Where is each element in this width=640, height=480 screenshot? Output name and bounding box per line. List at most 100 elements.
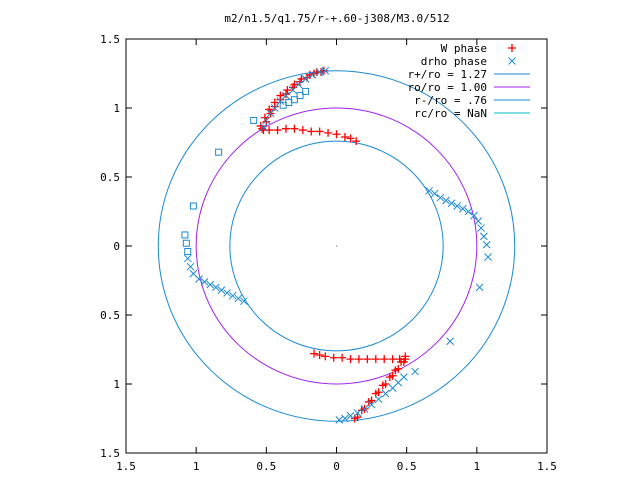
series-0-point-49 <box>388 371 397 380</box>
series-1-point-48 <box>353 409 362 417</box>
square-marker <box>296 92 304 100</box>
plus-marker <box>276 91 285 100</box>
cross-marker <box>282 91 290 100</box>
cross-marker <box>270 104 279 112</box>
cross-marker <box>436 193 445 202</box>
series-1-point-13 <box>430 189 439 198</box>
plus-marker <box>332 130 341 139</box>
series-2-point-10 <box>302 87 310 95</box>
x-tick-label: 1.5 <box>116 460 136 473</box>
reference-circles <box>157 70 516 422</box>
y-tick-label: 0 <box>113 240 120 253</box>
plus-marker <box>324 128 333 137</box>
legend-label-1: drho phase <box>421 55 487 68</box>
plus-marker <box>381 380 390 388</box>
series-2-point-1 <box>182 239 190 247</box>
square-marker <box>189 202 197 210</box>
plus-marker <box>338 353 347 362</box>
circle-1 <box>195 107 478 385</box>
cross-marker <box>464 207 473 216</box>
cross-marker <box>211 283 220 292</box>
series-1-point-32 <box>195 275 203 283</box>
series-1-point-20 <box>470 211 478 220</box>
cross-marker <box>183 254 192 263</box>
plus-marker <box>346 134 355 143</box>
square-marker <box>215 148 223 156</box>
series-1-point-44 <box>381 389 390 398</box>
plus-marker <box>371 355 380 364</box>
cross-marker <box>484 253 492 261</box>
series-1-point-46 <box>367 400 376 409</box>
cross-marker <box>458 204 467 213</box>
square-marker <box>250 116 258 124</box>
cross-marker <box>474 217 483 226</box>
axis-ticks: 1.5 1 0.5 0 0.5 1 1.51.510.500.511.5 <box>100 33 557 473</box>
plus-marker <box>363 355 372 364</box>
y-tick-label: 0.5 <box>100 309 120 322</box>
series-0-point-33 <box>346 134 355 143</box>
plus-marker <box>388 371 397 380</box>
plus-marker <box>354 355 363 364</box>
series-0-point-54 <box>388 355 397 364</box>
plus-marker <box>281 124 290 133</box>
y-tick-label: 0.5 <box>100 171 120 184</box>
series-1-point-14 <box>436 193 445 202</box>
x-tick-label: 0.5 <box>256 460 276 473</box>
plus-marker <box>298 126 307 135</box>
series-0-point-50 <box>394 364 403 373</box>
series-0-point-27 <box>298 126 307 135</box>
series-1-point-29 <box>183 254 192 263</box>
series-1-point-23 <box>479 232 488 241</box>
series-0-point-14 <box>270 98 279 107</box>
chart-title: m2/n1.5/q1.75/r-+.60-j308/M3.0/512 <box>224 12 449 25</box>
series-0-point-34 <box>352 137 361 146</box>
plus-marker <box>352 137 361 146</box>
series-0-point-59 <box>346 355 355 364</box>
series-0-point-60 <box>338 353 347 362</box>
series-0-point-57 <box>363 355 372 364</box>
plus-marker <box>329 353 338 362</box>
cross-marker <box>301 75 310 83</box>
cross-marker <box>259 123 268 132</box>
series-1-point-1 <box>262 116 271 125</box>
series-0-point-46 <box>367 396 376 405</box>
cross-marker <box>425 186 433 195</box>
cross-marker <box>381 389 390 398</box>
cross-marker <box>186 262 195 271</box>
cross-marker <box>374 395 383 404</box>
x-tick-label: 0.5 <box>397 460 417 473</box>
data-points <box>181 66 492 424</box>
x-tick-label: 1 <box>193 460 200 473</box>
series-1-point-30 <box>186 262 195 271</box>
plus-marker <box>374 388 383 397</box>
series-1-point-22 <box>477 224 485 232</box>
series-1-point-3 <box>270 104 279 112</box>
cross-marker <box>388 384 397 392</box>
plus-marker <box>346 355 355 364</box>
cross-marker <box>294 80 303 89</box>
series-1-point-17 <box>453 202 462 210</box>
series-2-point-0 <box>181 231 189 239</box>
plus-marker <box>260 113 269 122</box>
circle-0 <box>157 70 516 422</box>
series-1-point-0 <box>259 123 268 132</box>
series-0-point-61 <box>329 353 338 362</box>
cross-marker <box>228 291 237 300</box>
series-1-point-39 <box>234 294 243 303</box>
series-0-point-24 <box>273 126 282 135</box>
series-1-point-18 <box>458 204 467 213</box>
plus-marker <box>270 98 279 107</box>
plus-marker <box>395 355 404 364</box>
series-0-point-15 <box>276 91 285 100</box>
series-0-point-26 <box>290 124 299 133</box>
series-0-point-12 <box>260 113 269 122</box>
series-1-point-8 <box>301 75 310 83</box>
x-tick-label: 1.5 <box>537 460 557 473</box>
plus-marker <box>283 86 292 95</box>
legend-label-3: ro/ro = 1.00 <box>408 81 487 94</box>
series-0-point-64 <box>310 349 319 358</box>
series-2-point-5 <box>250 116 258 124</box>
series-0-point-62 <box>321 352 330 361</box>
series-0-point-31 <box>332 130 341 139</box>
